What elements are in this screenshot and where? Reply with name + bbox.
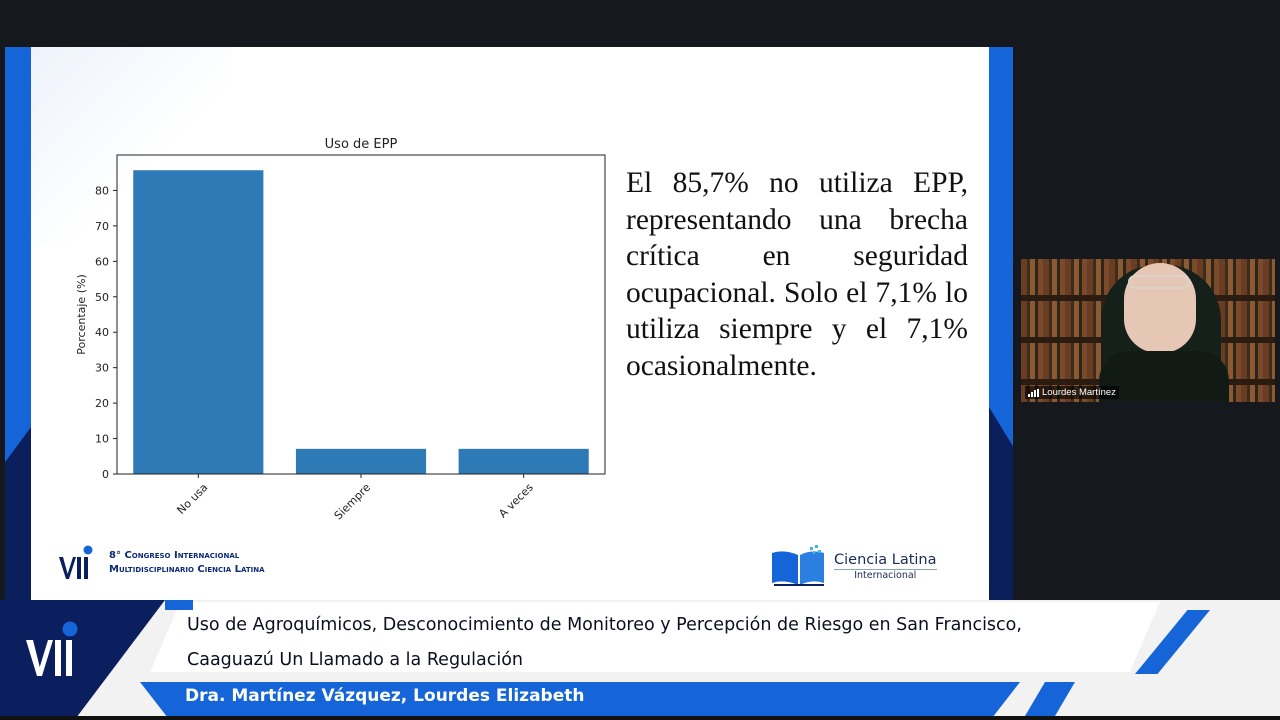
y-tick-label: 10 (95, 433, 109, 446)
title-line1: Uso de Agroquímicos, Desconocimiento de … (187, 615, 1022, 635)
congress-line1: 8° Congreso Internacional (109, 550, 240, 561)
title-line2: Caaguazú Un Llamado a la Regulación (187, 650, 524, 670)
participant-name-tag: Lourdes Martínez (1025, 386, 1119, 399)
congress-logo: 8° Congreso Internacional Multidisciplin… (57, 545, 265, 581)
x-tick-label: Siempre (332, 481, 374, 523)
signal-strength-icon (1028, 388, 1039, 397)
lower-third-banner: Uso de Agroquímicos, Desconocimiento de … (0, 600, 1280, 720)
y-tick-label: 70 (95, 220, 109, 233)
ciencia-title: Ciencia Latina (834, 551, 937, 568)
chart-y-axis-label: Porcentaje (%) (75, 274, 88, 354)
bar-chart: Uso de EPP Porcentaje (%) 0 10 20 30 40 50 60 7… (75, 137, 606, 522)
bar-siempre (295, 448, 427, 474)
chart-bars (133, 170, 589, 474)
participant-name: Lourdes Martínez (1042, 387, 1116, 398)
presentation-title: Uso de Agroquímicos, Desconocimiento de … (187, 608, 1147, 678)
ciencia-latina-logo: Ciencia Latina Internacional (770, 545, 937, 587)
bar-a-veces (458, 448, 589, 474)
slide-body-text: El 85,7% no utiliza EPP, representando u… (626, 167, 968, 382)
bar-no-usa (133, 170, 264, 474)
y-tick-label: 20 (95, 397, 109, 410)
presentation-slide: Uso de EPP Porcentaje (%) 0 10 20 30 40 50 60 7… (5, 47, 1013, 603)
congress-line2: Multidisciplinario Ciencia Latina (109, 564, 265, 575)
book-logo-icon (772, 545, 824, 586)
glasses-icon (1128, 275, 1190, 289)
chart-x-ticks: No usa Siempre A veces (174, 474, 536, 522)
ciencia-subtitle: Internacional (834, 568, 937, 581)
chart-frame (116, 154, 606, 475)
y-tick-label: 0 (102, 468, 109, 481)
congress-logo-icon (26, 621, 78, 676)
chart-y-ticks: 0 10 20 30 40 50 60 70 80 (95, 184, 117, 481)
y-tick-label: 30 (95, 362, 109, 375)
y-tick-label: 60 (95, 255, 109, 268)
x-tick-label: A veces (496, 481, 536, 521)
author-name: Dra. Martínez Vázquez, Lourdes Elizabeth (185, 686, 585, 706)
y-tick-label: 50 (95, 291, 109, 304)
webcam-tile[interactable]: Lourdes Martínez (1021, 259, 1275, 402)
congress-logo-icon (59, 545, 93, 579)
x-tick-label: No usa (174, 481, 210, 517)
y-tick-label: 40 (95, 326, 109, 339)
chart-title: Uso de EPP (325, 137, 398, 152)
lower-third-title-band (150, 602, 1160, 672)
speaker-body (1099, 351, 1229, 402)
bottom-edge (0, 716, 1280, 720)
author-bar (140, 682, 1020, 716)
y-tick-label: 80 (95, 184, 109, 197)
slide-left-edge-dark (5, 427, 31, 603)
lower-third-accent (165, 600, 193, 610)
